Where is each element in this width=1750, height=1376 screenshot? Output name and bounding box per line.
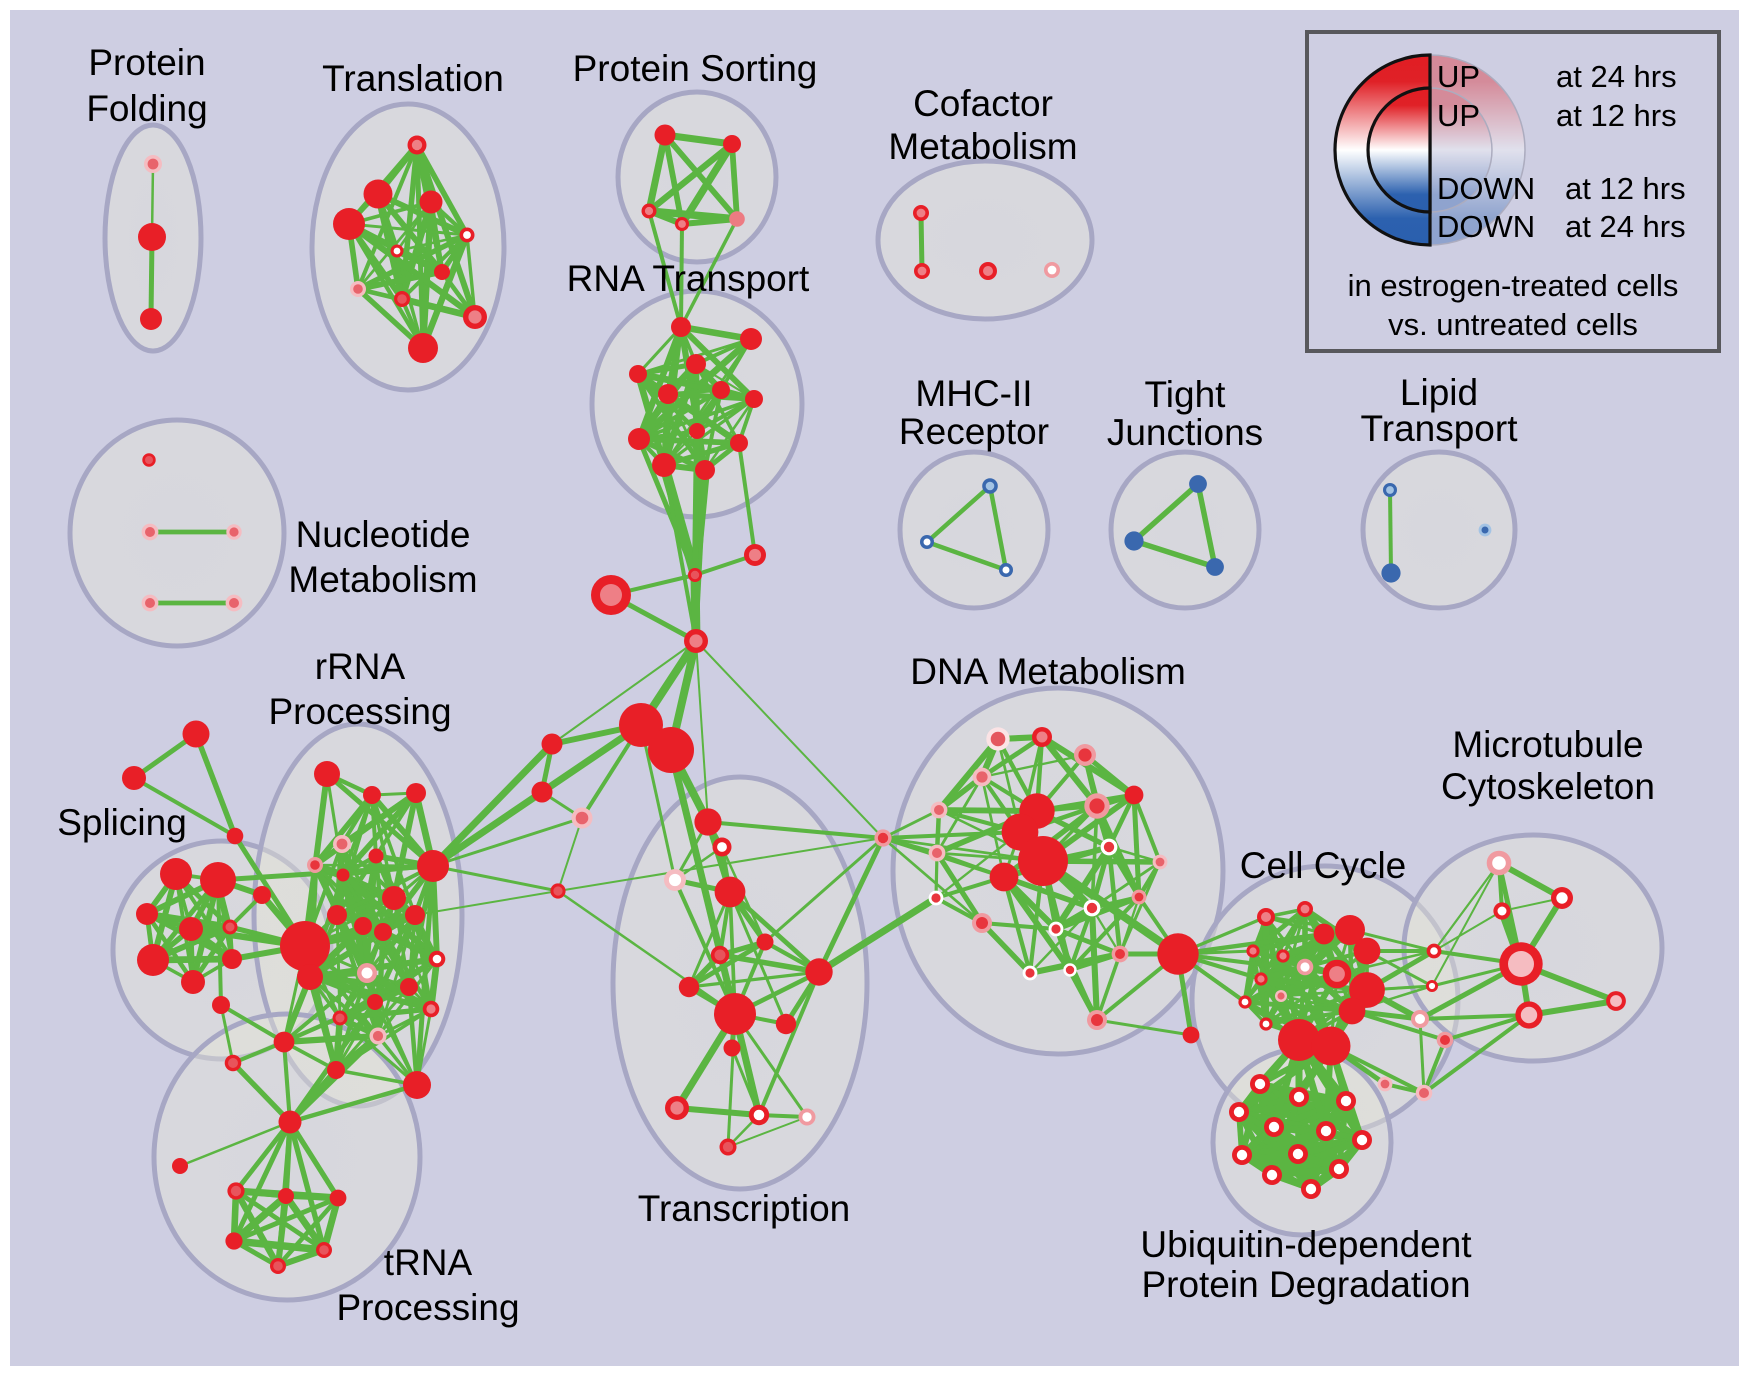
svg-text:DOWN: DOWN bbox=[1437, 171, 1535, 206]
svg-text:DOWN: DOWN bbox=[1437, 209, 1535, 244]
svg-text:UP: UP bbox=[1437, 98, 1480, 133]
svg-text:vs. untreated cells: vs. untreated cells bbox=[1388, 307, 1638, 342]
svg-text:UP: UP bbox=[1437, 59, 1480, 94]
svg-text:Nucleotide: Nucleotide bbox=[296, 514, 471, 555]
svg-text:Folding: Folding bbox=[86, 88, 207, 129]
svg-text:Transport: Transport bbox=[1361, 408, 1519, 449]
svg-text:Protein: Protein bbox=[88, 42, 205, 83]
svg-text:Ubiquitin-dependent: Ubiquitin-dependent bbox=[1140, 1224, 1472, 1265]
svg-text:at 24 hrs: at 24 hrs bbox=[1565, 209, 1686, 244]
svg-text:Cytoskeleton: Cytoskeleton bbox=[1441, 766, 1655, 807]
svg-text:Cell Cycle: Cell Cycle bbox=[1240, 845, 1407, 886]
svg-text:in estrogen-treated cells: in estrogen-treated cells bbox=[1348, 268, 1679, 303]
svg-text:Junctions: Junctions bbox=[1107, 412, 1263, 453]
svg-text:MHC-II: MHC-II bbox=[915, 373, 1032, 414]
svg-text:at 12 hrs: at 12 hrs bbox=[1556, 98, 1677, 133]
svg-text:DNA Metabolism: DNA Metabolism bbox=[910, 651, 1186, 692]
svg-text:Cofactor: Cofactor bbox=[913, 83, 1053, 124]
svg-text:at 24 hrs: at 24 hrs bbox=[1556, 59, 1677, 94]
svg-text:Lipid: Lipid bbox=[1400, 372, 1478, 413]
svg-text:Processing: Processing bbox=[336, 1287, 519, 1328]
svg-text:Translation: Translation bbox=[322, 58, 504, 99]
svg-text:Processing: Processing bbox=[268, 691, 451, 732]
svg-text:Metabolism: Metabolism bbox=[888, 126, 1077, 167]
svg-text:RNA Transport: RNA Transport bbox=[567, 258, 810, 299]
svg-text:tRNA: tRNA bbox=[384, 1242, 473, 1283]
svg-text:at 12 hrs: at 12 hrs bbox=[1565, 171, 1686, 206]
svg-text:Protein Sorting: Protein Sorting bbox=[573, 48, 818, 89]
svg-text:Protein Degradation: Protein Degradation bbox=[1141, 1264, 1470, 1305]
svg-text:Transcription: Transcription bbox=[638, 1188, 850, 1229]
svg-text:rRNA: rRNA bbox=[315, 646, 406, 687]
svg-text:Splicing: Splicing bbox=[57, 802, 187, 843]
svg-text:Tight: Tight bbox=[1145, 374, 1227, 415]
svg-text:Microtubule: Microtubule bbox=[1452, 724, 1643, 765]
svg-text:Receptor: Receptor bbox=[899, 411, 1049, 452]
svg-text:Metabolism: Metabolism bbox=[288, 559, 477, 600]
